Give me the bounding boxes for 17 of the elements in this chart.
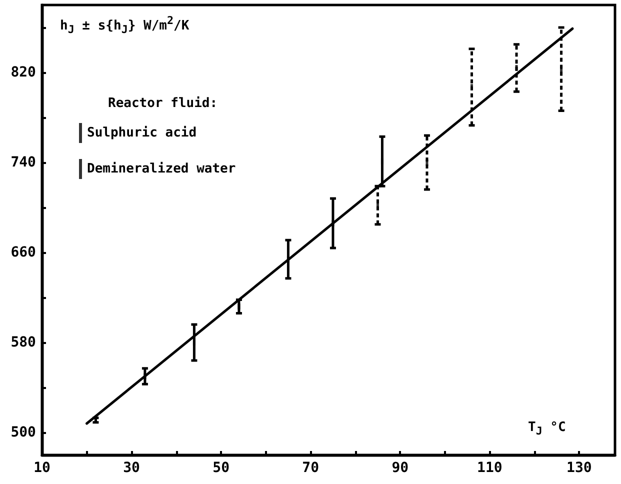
legend-label: Sulphuric acid xyxy=(87,126,197,140)
x-tick-label: 10 xyxy=(34,460,50,476)
x-tick-label: 70 xyxy=(302,460,320,476)
y-tick-label: 820 xyxy=(10,64,36,80)
y-tick-label: 500 xyxy=(10,424,36,440)
x-tick-label: 90 xyxy=(392,460,409,476)
y-axis-title: h$_{J}$ ± s{h$_{J}$} W/m$^{2}$/K xyxy=(60,14,190,36)
y-tick-label: 660 xyxy=(10,244,36,260)
legend-title: Reactor fluid: xyxy=(108,96,218,111)
legend-label: Demineralized water xyxy=(87,162,236,176)
y-tick-label: 580 xyxy=(10,334,36,350)
x-tick-label: 50 xyxy=(212,460,230,476)
y-tick-label: 740 xyxy=(10,154,36,170)
x-tick-label: 30 xyxy=(123,460,140,476)
x-axis-title: T$_{J}$ °C xyxy=(528,420,566,438)
x-tick-label: 130 xyxy=(566,460,592,476)
x-tick-label: 110 xyxy=(477,460,502,476)
